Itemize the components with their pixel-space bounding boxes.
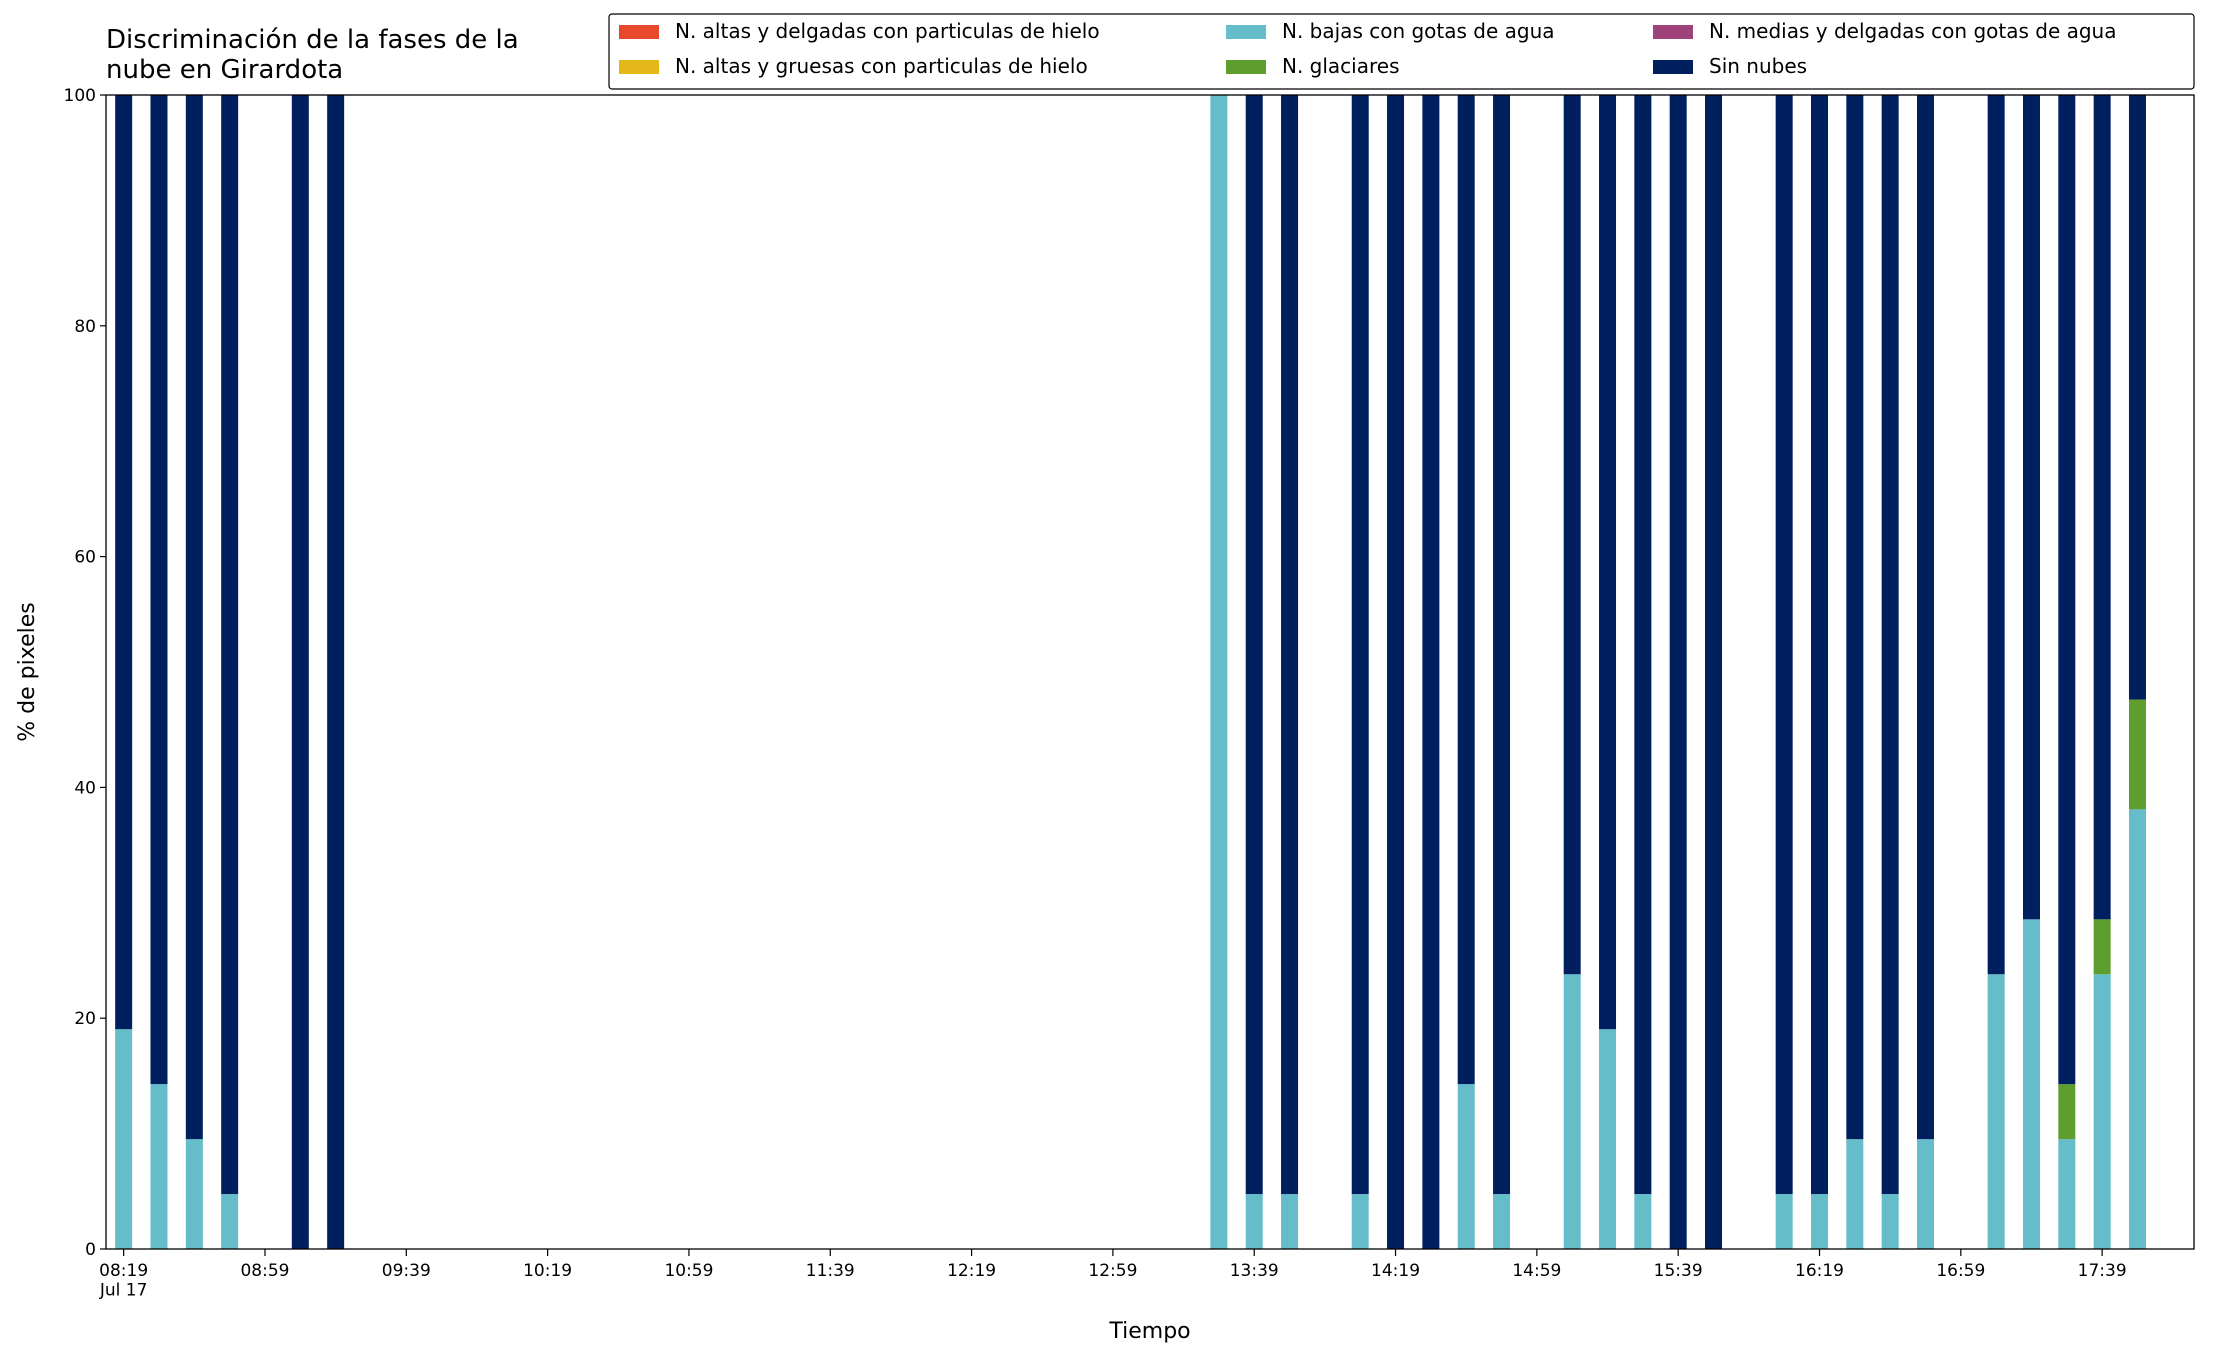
x-tick-label: 16:59 — [1936, 1261, 1985, 1281]
bar-segment — [185, 95, 203, 1140]
legend-swatch — [1226, 60, 1266, 74]
bar-segment — [2058, 1084, 2076, 1140]
bar-segment — [1599, 1029, 1617, 1249]
bar-segment — [1811, 1194, 1829, 1249]
y-axis-label: % de pixeles — [15, 602, 40, 741]
bar-segment — [1457, 95, 1475, 1085]
x-tick-label: 09:39 — [382, 1261, 431, 1281]
y-tick-label: 80 — [74, 317, 96, 337]
y-tick-label: 60 — [74, 548, 96, 568]
bar-segment — [1846, 1139, 1864, 1249]
legend-label: Sin nubes — [1709, 54, 1807, 78]
bar-segment — [1881, 1194, 1899, 1249]
bar-segment — [2093, 919, 2111, 975]
y-tick-label: 20 — [74, 1009, 96, 1029]
bar-segment — [1705, 95, 1723, 1249]
y-tick-label: 100 — [64, 86, 96, 106]
x-tick-label: 08:59 — [240, 1261, 289, 1281]
x-axis-label: Tiempo — [1108, 1319, 1190, 1344]
bar-segment — [1881, 95, 1899, 1195]
bar-segment — [1987, 974, 2005, 1249]
legend-swatch — [1653, 25, 1693, 39]
bar-segment — [1493, 1194, 1511, 1249]
bar-segment — [221, 95, 239, 1195]
legend-box — [608, 13, 2195, 90]
bar-segment — [1669, 95, 1687, 1249]
bar-segment — [1811, 95, 1829, 1195]
bar-segment — [1846, 95, 1864, 1140]
x-tick-label: 10:19 — [523, 1261, 572, 1281]
legend-swatch — [1226, 25, 1266, 39]
x-tick-label: 12:59 — [1088, 1261, 1137, 1281]
bar-segment — [1245, 1194, 1263, 1249]
legend-label: N. medias y delgadas con gotas de agua — [1709, 19, 2117, 43]
x-tick-label: 10:59 — [664, 1261, 713, 1281]
bar-segment — [2058, 95, 2076, 1085]
bar-segment — [1210, 95, 1228, 1249]
bar-segment — [1916, 1139, 1934, 1249]
bar-segment — [1387, 95, 1405, 1249]
bar-segment — [2058, 1139, 2076, 1249]
bar-segment — [2093, 95, 2111, 920]
legend-swatch — [619, 60, 659, 74]
bar-segment — [2022, 95, 2040, 920]
bar-segment — [1281, 1194, 1299, 1249]
bar-segment — [2093, 974, 2111, 1249]
bar-segment — [1281, 95, 1299, 1195]
x-tick-label: 14:19 — [1371, 1261, 1420, 1281]
bar-segment — [1422, 95, 1440, 1249]
y-tick-label: 40 — [74, 778, 96, 798]
bar-segment — [1457, 1084, 1475, 1249]
legend-label: N. bajas con gotas de agua — [1282, 19, 1555, 43]
legend-label: N. glaciares — [1282, 54, 1400, 78]
bar-segment — [115, 1029, 133, 1249]
x-tick-label: 16:19 — [1795, 1261, 1844, 1281]
x-tick-label: 17:39 — [2078, 1261, 2127, 1281]
legend-label: N. altas y delgadas con particulas de hi… — [675, 19, 1100, 43]
bar-segment — [1987, 95, 2005, 975]
bar-segment — [1634, 95, 1652, 1195]
bar-segment — [115, 95, 133, 1030]
x-tick-label: 08:19 Jul 17 — [99, 1261, 148, 1301]
bar-segment — [150, 1084, 168, 1249]
x-tick-label: 15:39 — [1654, 1261, 1703, 1281]
bar-segment — [1563, 974, 1581, 1249]
bar-segment — [1775, 95, 1793, 1195]
bar-segment — [2128, 699, 2146, 810]
bar-segment — [1245, 95, 1263, 1195]
bar-segment — [1493, 95, 1511, 1195]
legend-swatch — [1653, 60, 1693, 74]
x-tick-label: 12:19 — [947, 1261, 996, 1281]
legend-label: N. altas y gruesas con particulas de hie… — [675, 54, 1088, 78]
y-tick-label: 0 — [85, 1240, 96, 1260]
x-tick-label: 11:39 — [806, 1261, 855, 1281]
bar-segment — [291, 95, 309, 1249]
bar-segment — [185, 1139, 203, 1249]
x-tick-label: 13:39 — [1230, 1261, 1279, 1281]
chart-title: Discriminación de la fases de la nube en … — [106, 25, 519, 85]
bar-segment — [1634, 1194, 1652, 1249]
bar-segment — [1351, 1194, 1369, 1249]
bar-segment — [2128, 809, 2146, 1249]
bar-segment — [221, 1194, 239, 1249]
x-tick-label: 14:59 — [1512, 1261, 1561, 1281]
bar-segment — [1599, 95, 1617, 1030]
bar-segment — [1563, 95, 1581, 975]
bar-segment — [1775, 1194, 1793, 1249]
bar-segment — [1916, 95, 1934, 1140]
bar-segment — [2128, 95, 2146, 700]
plot-frame — [105, 94, 2195, 1250]
bar-segment — [2022, 919, 2040, 1249]
legend-swatch — [619, 25, 659, 39]
bar-segment — [150, 95, 168, 1085]
bar-segment — [327, 95, 345, 1249]
bar-segment — [1351, 95, 1369, 1195]
